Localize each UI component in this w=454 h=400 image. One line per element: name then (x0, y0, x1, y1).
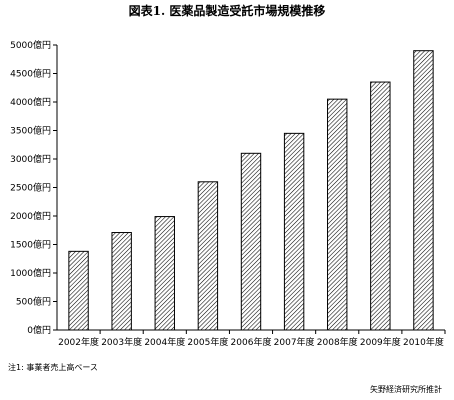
footnote: 注1: 事業者売上高ベース (8, 363, 98, 372)
x-tick-label: 2010年度 (403, 336, 444, 348)
bar-2010年度 (413, 50, 434, 331)
y-tick-label: 2500億円 (10, 182, 51, 194)
bar-2002年度 (68, 250, 89, 331)
y-tick-label: 0億円 (27, 324, 51, 336)
y-tick-label: 1000億円 (10, 267, 51, 279)
y-tick-label: 500億円 (16, 296, 51, 308)
chart-title: 図表1. 医薬品製造受託市場規模推移 (128, 4, 326, 18)
y-tick-label: 1500億円 (10, 239, 51, 251)
y-tick-label: 4500億円 (10, 68, 51, 80)
x-tick-label: 2002年度 (58, 336, 99, 348)
bar-2009年度 (370, 81, 391, 331)
bar-2003年度 (111, 232, 132, 331)
y-tick-label: 4000億円 (10, 96, 51, 108)
bar-2008年度 (327, 98, 348, 331)
bar-2005年度 (197, 181, 219, 331)
x-tick-label: 2003年度 (101, 336, 142, 348)
y-tick-label: 3500億円 (10, 125, 51, 137)
y-axis-ticks: 0億円 500億円 1000億円 1500億円 2000億円 2500億円 3000億円 35… (10, 39, 57, 336)
bar-2006年度 (240, 152, 262, 331)
y-tick-label: 3000億円 (10, 153, 51, 165)
bars (68, 50, 434, 331)
x-axis-labels: 2002年度 2003年度 2004年度 2005年度 2006年度 2007年度 2008… (58, 330, 446, 348)
bar-2007年度 (283, 132, 305, 331)
x-tick-label: 2009年度 (360, 336, 401, 348)
y-tick-label: 5000億円 (10, 39, 51, 51)
x-tick-label: 2008年度 (317, 336, 358, 348)
x-tick-label: 2006年度 (231, 336, 272, 348)
y-tick-label: 2000億円 (10, 210, 51, 222)
x-tick-label: 2004年度 (144, 336, 185, 348)
x-tick-label: 2007年度 (274, 336, 315, 348)
source-note: 矢野経済研究所推計 (370, 385, 442, 394)
x-tick-label: 2005年度 (187, 336, 228, 348)
bar-2004年度 (154, 216, 175, 331)
